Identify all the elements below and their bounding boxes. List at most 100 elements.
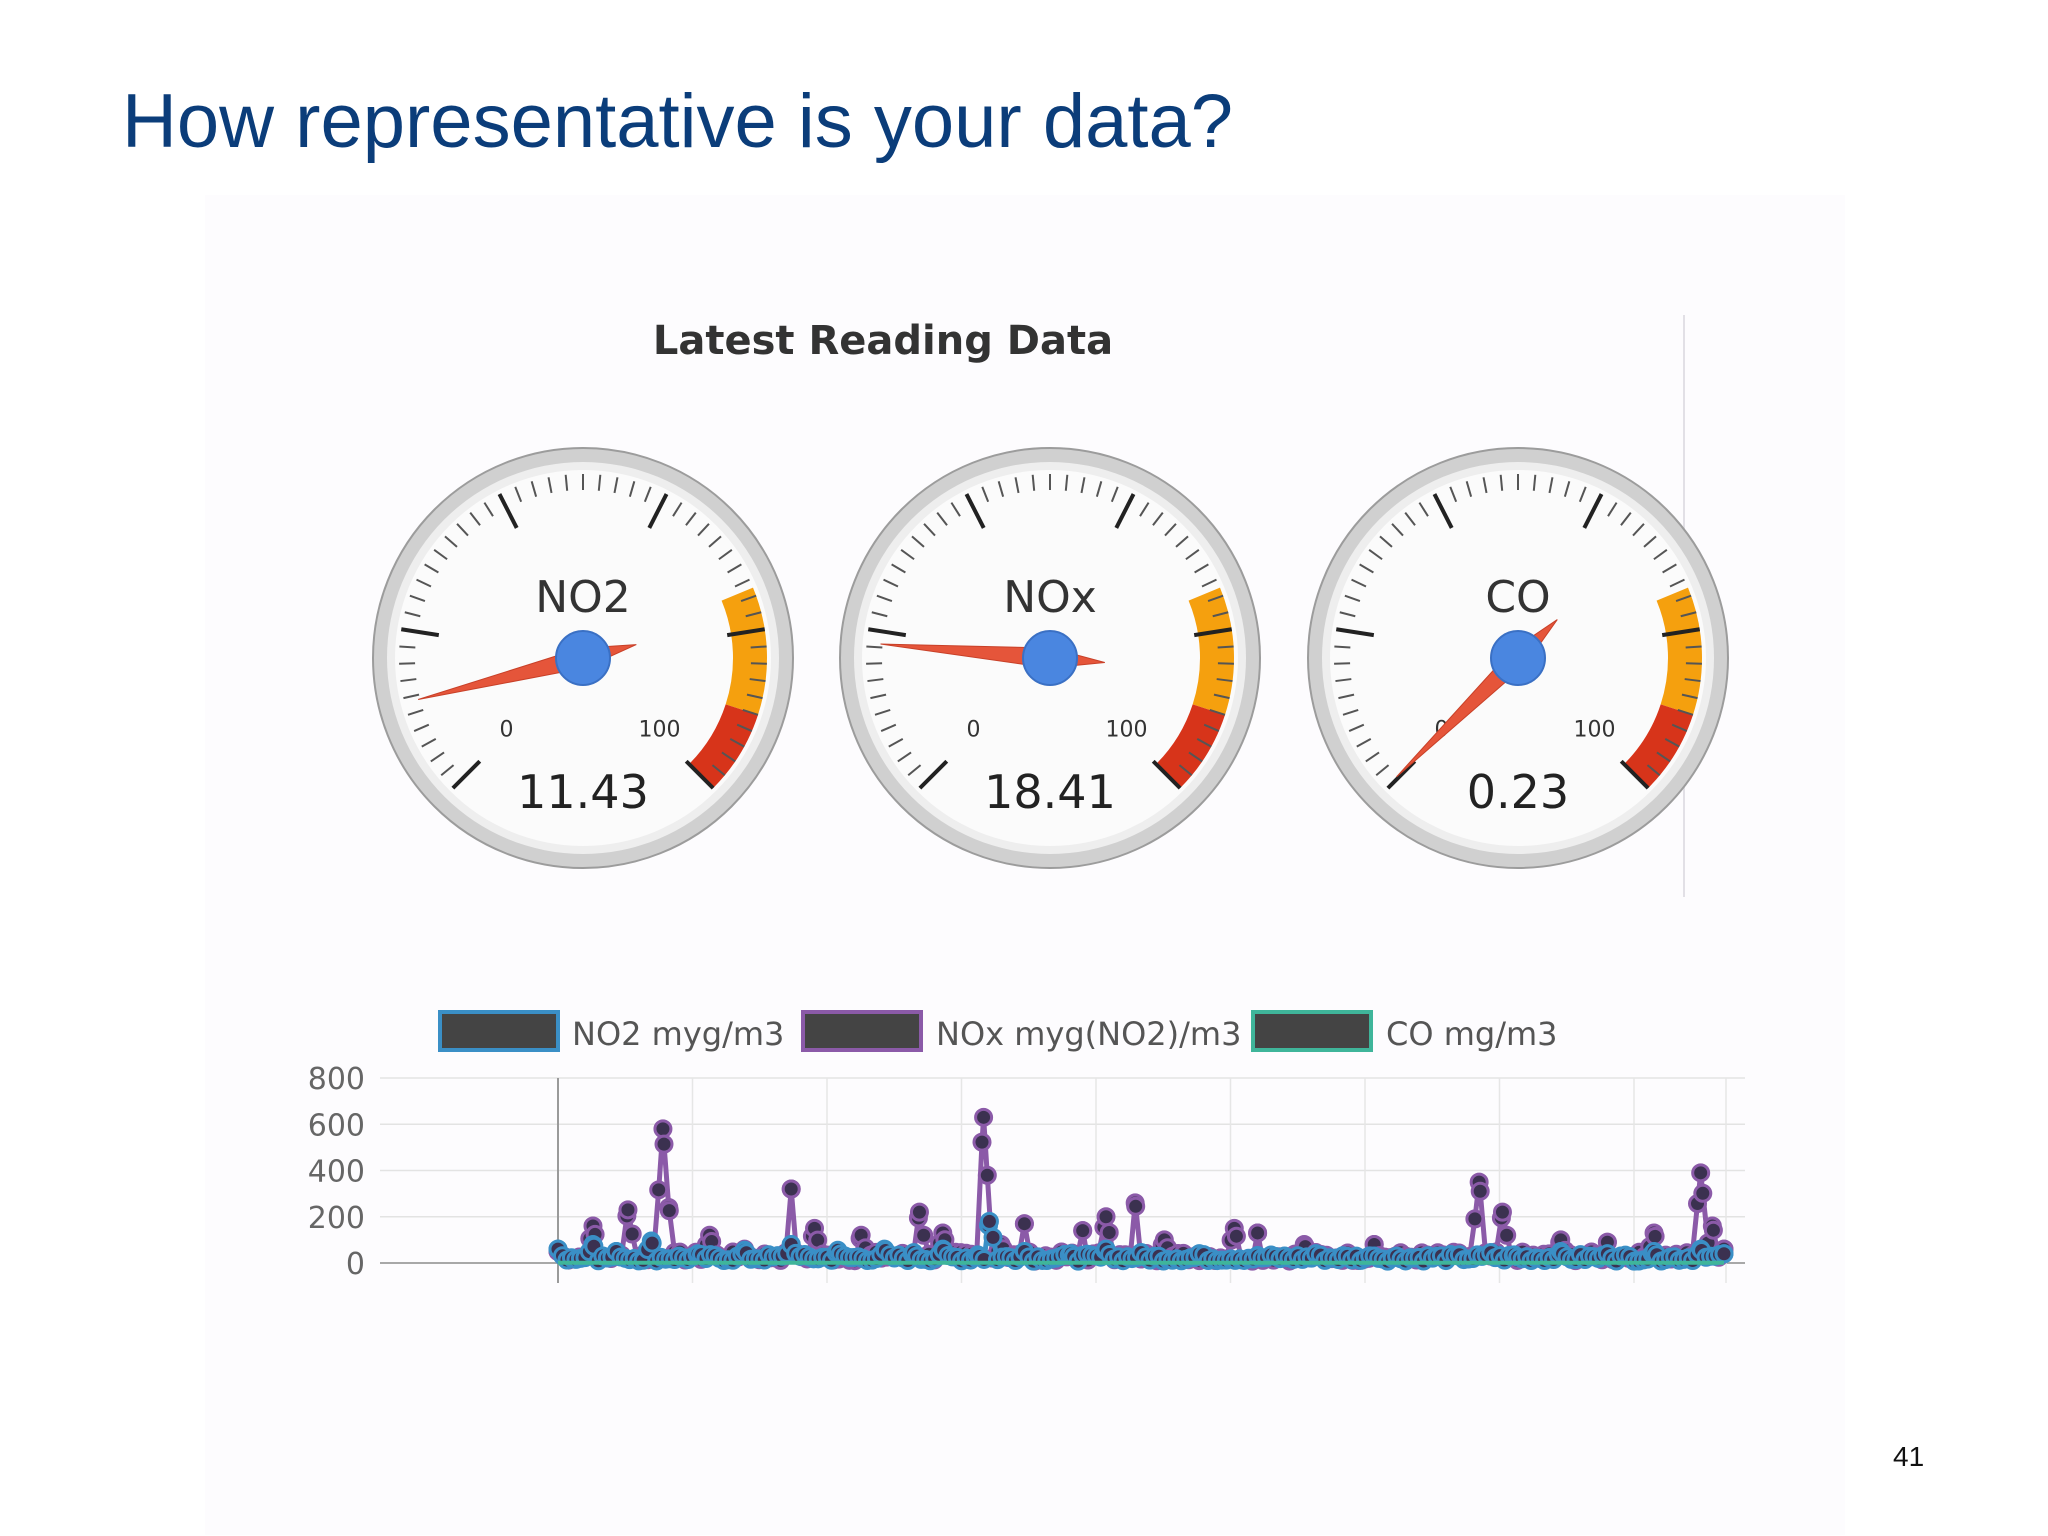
gauge-major-tick <box>726 627 766 638</box>
nox-series-point <box>1099 1223 1119 1243</box>
gauge-minor-tick <box>1656 751 1671 763</box>
gauge-minor-tick <box>1685 645 1702 649</box>
gauge-minor-tick <box>1669 578 1685 588</box>
gauge-value: 18.41 <box>984 765 1116 819</box>
gauge-minor-tick <box>1680 611 1697 618</box>
gauge-label: CO <box>1485 572 1550 623</box>
gauge-minor-tick <box>430 751 445 763</box>
gauge-minor-tick <box>444 535 458 548</box>
legend-swatch <box>801 1010 923 1052</box>
gauge-minor-tick <box>564 474 569 491</box>
y-tick-label: 600 <box>308 1108 365 1143</box>
gauge-major-tick <box>964 493 986 529</box>
gauge-minor-tick <box>1379 535 1393 548</box>
gauge-major-tick <box>918 759 949 790</box>
gauge-max-label: 100 <box>1106 718 1148 743</box>
y-tick-label: 400 <box>308 1155 365 1190</box>
gauge-minor-tick <box>734 578 750 588</box>
gauge-minor-tick <box>740 594 757 603</box>
gauge-minor-tick <box>1677 708 1694 716</box>
gauge-minor-tick <box>736 723 753 732</box>
gauge-minor-tick <box>1080 477 1086 494</box>
no2-series-point <box>1714 1244 1734 1264</box>
nox-series-point <box>1226 1226 1246 1246</box>
nox-series-point <box>1073 1221 1093 1241</box>
gauge-minor-tick <box>1684 678 1701 683</box>
gauge-minor-tick <box>1217 662 1234 665</box>
gauge-major-tick <box>1582 493 1604 529</box>
nox-series-point <box>1014 1214 1034 1234</box>
gauge-minor-tick <box>876 594 893 603</box>
gauge-minor-tick <box>900 549 915 561</box>
gauge-minor-tick <box>424 563 439 574</box>
gauge-minor-tick <box>1671 723 1688 732</box>
gauge-minor-tick <box>891 563 906 574</box>
gauge-minor-tick <box>1194 563 1209 574</box>
gauge-minor-tick <box>469 511 481 526</box>
gauge-minor-tick <box>1646 764 1661 777</box>
gauge-minor-tick <box>923 523 936 537</box>
gauge-minor-tick <box>1404 511 1416 526</box>
page-number: 41 <box>1893 1441 1925 1472</box>
gauge-minor-tick <box>613 477 619 494</box>
gauge-major-tick <box>1151 759 1182 790</box>
gauge-minor-tick <box>711 764 726 777</box>
gauge-hub <box>555 630 611 686</box>
nox-series-line <box>556 1114 1727 1264</box>
gauge-minor-tick <box>413 723 430 732</box>
gauge-minor-tick <box>1685 662 1702 665</box>
y-tick-label: 0 <box>346 1247 365 1282</box>
nox-series-point <box>909 1202 929 1222</box>
gauge-minor-tick <box>936 511 948 526</box>
gauge-minor-tick <box>749 678 766 683</box>
nox-series-point <box>1497 1225 1517 1245</box>
gauge-minor-tick <box>433 549 448 561</box>
gauge-minor-tick <box>721 751 736 763</box>
gauge-minor-tick <box>1334 662 1351 665</box>
gauge-minor-tick <box>1675 594 1692 603</box>
legend-label: NO2 myg/m3 <box>572 1015 784 1053</box>
gauge-major-tick <box>1335 627 1375 638</box>
gauge-minor-tick <box>888 738 904 748</box>
gauge-minor-tick <box>1632 523 1645 537</box>
gauge-minor-tick <box>897 751 912 763</box>
gauge-minor-tick <box>1365 751 1380 763</box>
gauge-major-tick <box>867 627 907 638</box>
gauge-hub <box>1022 630 1078 686</box>
gauge-minor-tick <box>483 502 494 517</box>
gauge-yellow-zone <box>1188 587 1234 715</box>
gauge-max-label: 100 <box>639 718 681 743</box>
gauge-minor-tick <box>1681 693 1698 700</box>
gauge-minor-tick <box>880 723 897 732</box>
gauge-minor-tick <box>1334 645 1351 649</box>
nox-series-point <box>654 1134 674 1154</box>
gauge-minor-tick <box>1139 502 1150 517</box>
gauge-major-tick <box>1386 759 1417 790</box>
nox-series-point <box>1465 1209 1485 1229</box>
gauge-minor-tick <box>1207 594 1224 603</box>
gauge-nox: NOx 0 100 18.41 <box>839 447 1261 869</box>
gauge-minor-tick <box>1217 645 1234 649</box>
gauge-value: 11.43 <box>517 765 649 819</box>
nox-series-point <box>1691 1163 1711 1183</box>
gauge-minor-tick <box>1209 708 1226 716</box>
gauge-minor-tick <box>1014 477 1020 494</box>
gauge-major-tick <box>1661 627 1701 638</box>
gauge-major-tick <box>400 627 440 638</box>
y-tick-label: 200 <box>308 1201 365 1236</box>
gauge-major-tick <box>451 759 482 790</box>
gauge-minor-tick <box>883 578 899 588</box>
gauge-minor-tick <box>1532 474 1537 491</box>
gauge-minor-tick <box>1213 693 1230 700</box>
gauge-minor-tick <box>399 645 416 649</box>
gauge-minor-tick <box>1465 481 1473 497</box>
gauge-minor-tick <box>708 535 722 548</box>
gauge-min-label: 0 <box>499 718 513 743</box>
gauge-minor-tick <box>911 535 925 548</box>
legend-label: CO mg/m3 <box>1386 1015 1558 1053</box>
gauge-minor-tick <box>1563 481 1571 497</box>
nox-series-point <box>653 1119 673 1139</box>
gauge-co: CO01000.23 <box>1307 447 1729 869</box>
gauge-minor-tick <box>1064 474 1069 491</box>
no2-series-point <box>979 1211 999 1231</box>
